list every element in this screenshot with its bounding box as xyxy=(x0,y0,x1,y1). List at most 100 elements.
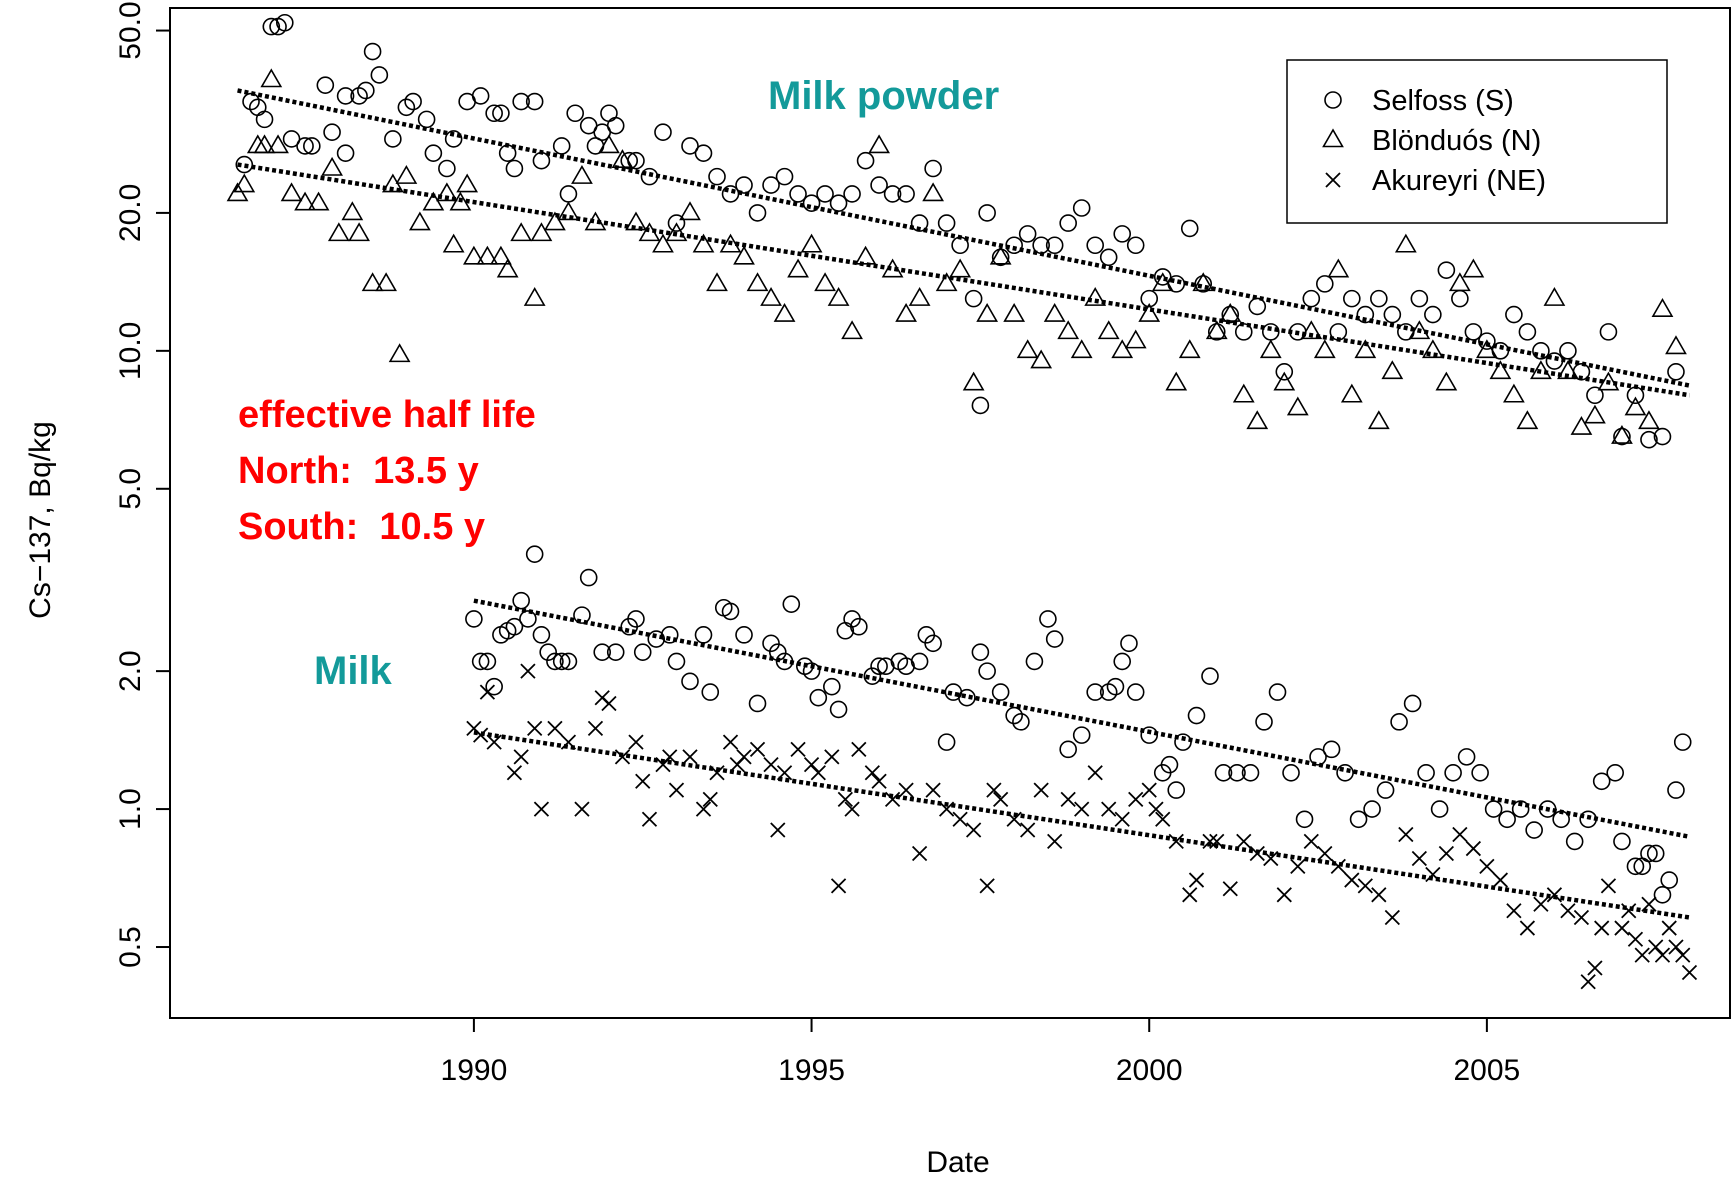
cross-point xyxy=(810,765,826,781)
cross-point xyxy=(864,765,880,781)
legend: Selfoss (S) Blönduós (N) Akureyri (NE) xyxy=(1286,59,1668,224)
circle-point xyxy=(681,137,699,155)
cross-point xyxy=(837,791,853,808)
triangle-point xyxy=(1462,258,1485,278)
circle-point xyxy=(789,185,807,203)
circle-point xyxy=(1221,305,1240,324)
triangle-point xyxy=(1286,396,1309,416)
circle-point xyxy=(762,634,780,653)
circle-point xyxy=(850,617,868,636)
circle-point xyxy=(1120,634,1138,653)
circle-point xyxy=(1525,821,1543,839)
cross-point xyxy=(1141,782,1157,798)
circle-point xyxy=(539,643,557,661)
y-tick-label: 1.0 xyxy=(114,788,147,830)
triangle-point xyxy=(1354,339,1377,359)
circle-point xyxy=(1484,800,1503,818)
circle-point xyxy=(404,92,422,111)
circle-point xyxy=(417,110,436,129)
circle-point xyxy=(525,92,544,111)
circle-point xyxy=(1106,677,1125,696)
circle-point xyxy=(1153,268,1172,286)
y-tick-label: 20.0 xyxy=(114,184,147,242)
circle-point xyxy=(870,657,888,676)
triangle-point xyxy=(854,245,877,265)
circle-point xyxy=(1255,713,1273,731)
y-tick-label: 10.0 xyxy=(114,322,147,380)
circle-point xyxy=(816,185,834,203)
triangle-point xyxy=(1489,360,1512,380)
triangle-point xyxy=(442,233,465,253)
triangle-point xyxy=(989,245,1012,265)
circle-point xyxy=(276,13,294,32)
triangle-point xyxy=(841,320,863,340)
circle-point xyxy=(1126,683,1145,701)
cross-point xyxy=(1479,858,1495,874)
triangle-point xyxy=(881,258,904,278)
triangle-point xyxy=(598,134,620,154)
circle-point xyxy=(248,98,267,117)
triangle-point xyxy=(530,222,553,242)
triangle-point xyxy=(1475,339,1498,359)
triangle-point xyxy=(361,272,384,292)
cross-point xyxy=(1344,872,1360,888)
circle-point xyxy=(1370,289,1388,308)
circle-point xyxy=(1457,748,1476,766)
triangle-point xyxy=(1273,371,1296,391)
cross-point xyxy=(1600,878,1617,894)
circle-point xyxy=(1532,342,1550,360)
triangle-point xyxy=(1057,320,1080,340)
triangle-point xyxy=(1394,233,1417,253)
circle-point xyxy=(1140,289,1159,308)
cross-point xyxy=(702,791,718,808)
circle-point xyxy=(566,104,584,123)
cross-point xyxy=(513,749,529,765)
trend-lines xyxy=(237,88,1690,920)
circle-point xyxy=(1113,225,1132,243)
circle-point xyxy=(532,626,551,644)
triangle-point xyxy=(544,211,566,231)
circle-point xyxy=(775,167,794,186)
circle-point xyxy=(1207,323,1226,341)
triangle-point xyxy=(1448,272,1471,292)
circle-point xyxy=(438,159,456,178)
cross-point xyxy=(479,684,496,700)
cross-point xyxy=(1506,903,1522,919)
circle-point xyxy=(1349,810,1368,829)
triangle-point xyxy=(787,258,809,278)
circle-point xyxy=(1403,694,1422,713)
circle-point xyxy=(1295,810,1314,829)
circle-point xyxy=(478,652,497,671)
cross-point xyxy=(722,734,739,750)
triangle-point xyxy=(1232,383,1255,403)
triangle-point xyxy=(395,165,418,184)
cross-point xyxy=(1155,811,1171,827)
circle-point xyxy=(323,123,341,142)
triangle-point xyxy=(1151,272,1174,292)
x-axis: 1990 1995 2000 2005 xyxy=(441,1018,1521,1087)
triangle-point xyxy=(456,173,479,193)
circle-point xyxy=(370,66,389,84)
cross-point xyxy=(1033,782,1049,798)
circle-point xyxy=(910,652,929,671)
triangle-point xyxy=(1638,410,1660,430)
triangle-point xyxy=(652,233,674,253)
circle-point xyxy=(552,137,571,155)
circle-point xyxy=(708,167,726,186)
circle-point xyxy=(1201,667,1219,685)
circle-point xyxy=(701,683,720,701)
x-tick-label: 2005 xyxy=(1454,1054,1521,1087)
circle-point xyxy=(573,606,591,624)
triangle-point xyxy=(557,201,580,221)
legend-entries: Selfoss (S) Blönduós (N) Akureyri (NE) xyxy=(1322,85,1546,197)
triangle-point xyxy=(679,201,701,221)
circle-point xyxy=(559,185,578,203)
triangle-point xyxy=(463,245,485,265)
circle-point xyxy=(1640,430,1658,449)
circle-point xyxy=(1424,305,1442,324)
triangle-point xyxy=(341,201,364,221)
triangle-point xyxy=(1570,415,1593,435)
circle-point xyxy=(937,214,956,232)
cross-point xyxy=(1060,791,1076,808)
milk-label: Milk xyxy=(314,649,393,693)
